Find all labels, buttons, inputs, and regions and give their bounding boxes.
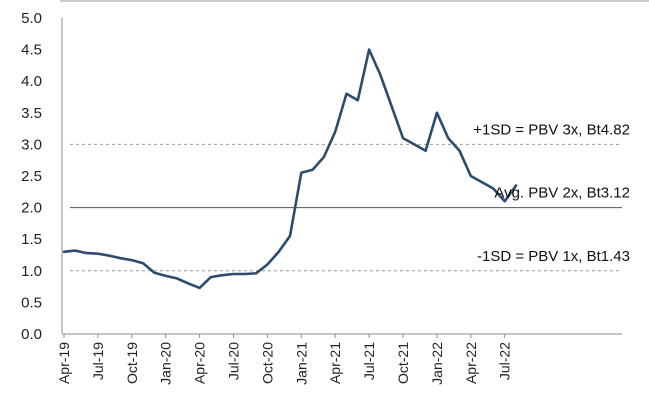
x-tick-label: Jul-19 (90, 342, 106, 380)
x-tick-label: Oct-19 (124, 342, 140, 384)
y-tick-label: 1.5 (21, 231, 42, 248)
y-tick-label: 5.0 (21, 10, 42, 27)
x-tick-label: Jan-22 (429, 342, 445, 385)
y-tick-label: 2.0 (21, 200, 42, 217)
x-tick-label: Jul-22 (497, 342, 513, 380)
x-tick-label: Apr-19 (56, 342, 72, 384)
annotations: +1SD = PBV 3x, Bt4.82 Avg. PBV 2x, Bt3.12… (473, 121, 630, 264)
x-tick-label: Apr-22 (463, 342, 479, 384)
y-tick-label: 1.0 (21, 263, 42, 280)
x-tick-label: Apr-20 (192, 342, 208, 384)
x-tick-label: Jul-21 (361, 342, 377, 380)
y-tick-label: 4.5 (21, 42, 42, 59)
x-tick-label: Jul-20 (226, 342, 242, 380)
y-tick-label: 3.5 (21, 105, 42, 122)
y-tick-label: 3.0 (21, 136, 42, 153)
reference-line-label: +1SD = PBV 3x, Bt4.82 (473, 121, 630, 138)
y-tick-label: 4.0 (21, 73, 42, 90)
reference-line-label: Avg. PBV 2x, Bt3.12 (494, 185, 630, 202)
x-tick-label: Oct-20 (259, 342, 275, 384)
y-tick-label: 0.5 (21, 294, 42, 311)
x-tick-label: Apr-21 (327, 342, 343, 384)
x-tick-label: Jan-21 (293, 342, 309, 385)
series-line (62, 48, 518, 290)
series-layer (62, 48, 518, 290)
reference-lines (70, 143, 622, 272)
x-tick-label: Oct-21 (395, 342, 411, 384)
axes: 0.0 0.5 1.0 1.5 2.0 2.5 3.0 3.5 4.0 4.5 5.0 Apr-19 J… (21, 10, 622, 385)
y-tick-label: 2.5 (21, 168, 42, 185)
x-tick-label: Jan-20 (158, 342, 174, 385)
y-tick-label: 0.0 (21, 326, 42, 343)
reference-line-label: -1SD = PBV 1x, Bt1.43 (477, 248, 630, 265)
